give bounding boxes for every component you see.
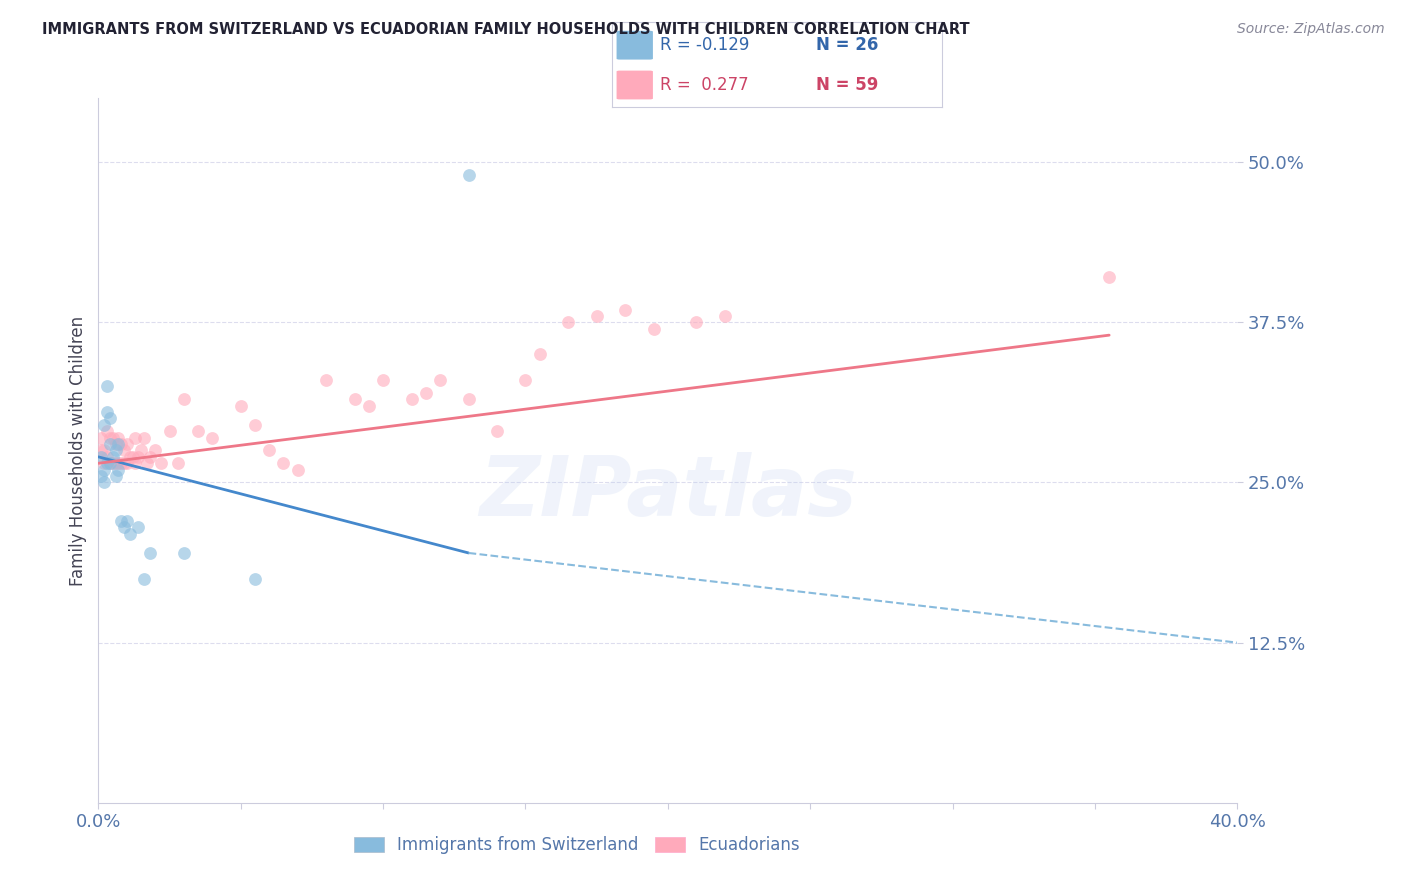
Point [415,385,437,400]
Point [135,456,157,470]
Point [138,450,160,464]
Point [159,424,181,438]
Point [101,431,124,445]
Point [132,431,155,445]
Point [104,456,127,470]
Point [107,456,129,470]
Point [107,463,129,477]
Point [315,373,337,387]
Point [150,456,173,470]
Point [457,168,479,182]
Point [112,456,135,470]
Point [93,456,115,470]
Point [90,443,112,458]
Point [98,431,121,445]
Point [138,546,160,560]
Point [373,373,395,387]
Point [104,437,127,451]
Point [229,399,252,413]
Point [101,450,124,464]
Point [515,373,537,387]
Point [585,309,607,323]
Point [685,315,707,329]
Point [129,443,152,458]
Point [104,443,127,458]
Point [98,456,121,470]
Point [343,392,366,407]
Point [115,456,138,470]
Text: N = 26: N = 26 [817,37,879,54]
Point [173,546,195,560]
Point [127,450,149,464]
Y-axis label: Family Households with Children: Family Households with Children [69,316,87,585]
Point [110,456,132,470]
Point [287,463,309,477]
Point [112,443,135,458]
Point [112,520,135,534]
Point [201,431,224,445]
Point [429,373,451,387]
Point [357,399,380,413]
FancyBboxPatch shape [617,70,652,99]
Point [118,526,141,541]
Point [529,347,551,361]
Point [118,450,141,464]
Point [167,456,190,470]
Point [101,456,124,470]
Point [127,520,149,534]
Text: IMMIGRANTS FROM SWITZERLAND VS ECUADORIAN FAMILY HOUSEHOLDS WITH CHILDREN CORREL: IMMIGRANTS FROM SWITZERLAND VS ECUADORIA… [42,22,970,37]
Point [90,450,112,464]
Text: N = 59: N = 59 [817,76,879,94]
Point [107,437,129,451]
Point [643,322,665,336]
Point [104,469,127,483]
Text: R =  0.277: R = 0.277 [659,76,748,94]
Point [714,309,737,323]
Point [98,437,121,451]
Point [557,315,579,329]
Point [1098,270,1121,285]
Point [243,417,266,432]
Point [124,431,146,445]
Point [187,424,209,438]
Point [110,437,132,451]
Text: ZIPatlas: ZIPatlas [479,452,856,533]
Legend: Immigrants from Switzerland, Ecuadorians: Immigrants from Switzerland, Ecuadorians [353,837,800,855]
Point [98,411,121,425]
Point [96,456,118,470]
Point [96,379,118,393]
Point [401,392,423,407]
Point [457,392,479,407]
Point [273,456,295,470]
Point [132,572,155,586]
Point [145,443,167,458]
Point [486,424,509,438]
Point [93,463,115,477]
Point [124,456,146,470]
Point [107,431,129,445]
Point [96,405,118,419]
Point [90,469,112,483]
Point [90,431,112,445]
Point [121,450,143,464]
Point [110,514,132,528]
Point [96,450,118,464]
Point [98,456,121,470]
Point [93,443,115,458]
Point [115,514,138,528]
Point [115,437,138,451]
Point [243,572,266,586]
Point [614,302,637,317]
Point [93,475,115,490]
Text: R = -0.129: R = -0.129 [659,37,749,54]
Point [93,417,115,432]
Point [259,443,281,458]
Text: Source: ZipAtlas.com: Source: ZipAtlas.com [1237,22,1385,37]
FancyBboxPatch shape [617,31,652,60]
Point [173,392,195,407]
Point [96,424,118,438]
